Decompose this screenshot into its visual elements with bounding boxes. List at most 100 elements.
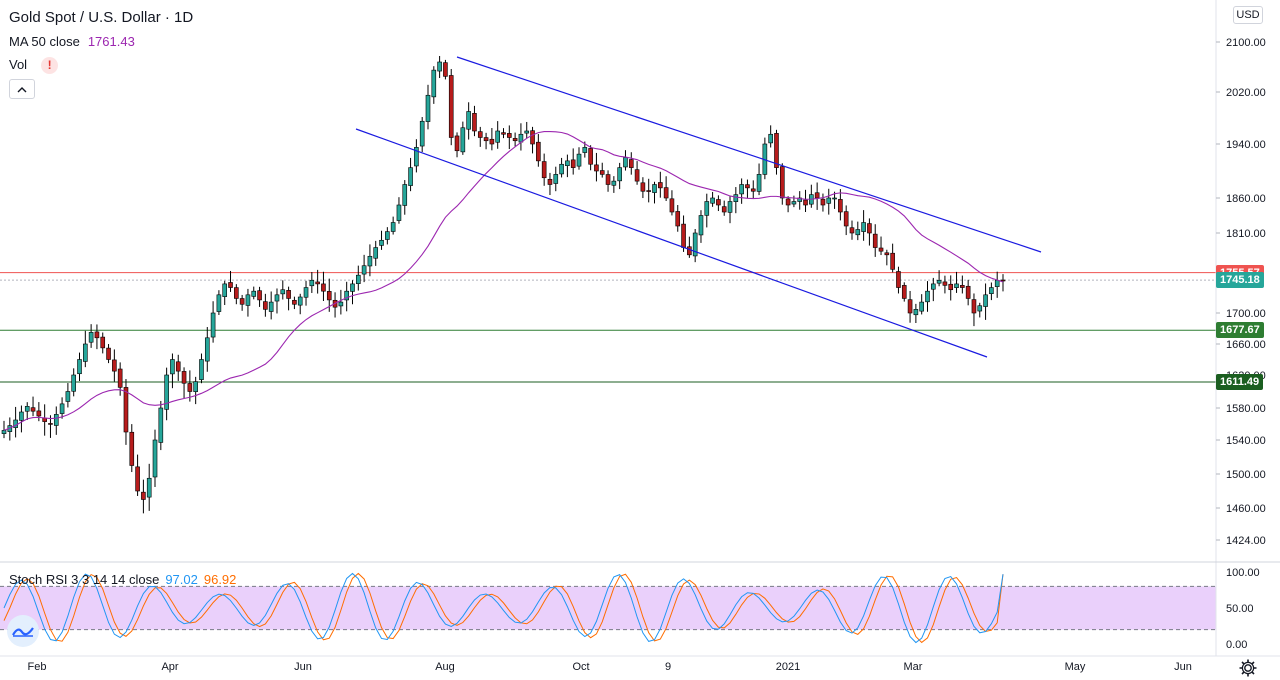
candle-body bbox=[483, 137, 489, 142]
candle-body bbox=[181, 371, 187, 384]
channel-upper-line bbox=[456, 56, 1042, 253]
candle-body bbox=[112, 359, 117, 372]
candle-body bbox=[936, 279, 942, 284]
candle-body bbox=[355, 274, 361, 284]
candle-body bbox=[890, 252, 895, 270]
candle-body bbox=[797, 197, 803, 202]
warning-icon[interactable]: ! bbox=[41, 57, 59, 75]
y-tick-label: 1810.00 bbox=[1226, 228, 1266, 240]
candle-body bbox=[71, 374, 76, 392]
y-tick-label: 2020.00 bbox=[1226, 87, 1266, 99]
candle-body bbox=[268, 301, 274, 312]
candle-body bbox=[611, 180, 617, 186]
symbol-title: Gold Spot / U.S. Dollar · 1D bbox=[9, 9, 194, 26]
candle-body bbox=[216, 294, 222, 312]
candle-body bbox=[123, 387, 129, 433]
candle-body bbox=[280, 289, 286, 295]
chevron-up-icon bbox=[17, 86, 27, 92]
collapse-legend-button[interactable] bbox=[9, 79, 35, 99]
stoch-tick-label: 0.00 bbox=[1226, 639, 1247, 651]
candle-body bbox=[524, 130, 530, 134]
candle-body bbox=[303, 287, 309, 298]
candle-body bbox=[646, 190, 652, 192]
candle-body bbox=[994, 279, 1000, 287]
candle-body bbox=[605, 174, 611, 185]
candle-body bbox=[425, 94, 431, 122]
price-tag-last: 1745.18 bbox=[1216, 272, 1264, 289]
candle-body bbox=[826, 197, 832, 204]
candle-body bbox=[855, 229, 861, 236]
candle-body bbox=[501, 132, 506, 135]
candle-body bbox=[652, 184, 657, 193]
candle-body bbox=[878, 247, 884, 252]
candle-body bbox=[884, 252, 890, 256]
candle-body bbox=[234, 287, 239, 299]
y-tick-label: 2100.00 bbox=[1226, 37, 1266, 49]
candle-body bbox=[507, 133, 512, 138]
candle-body bbox=[989, 287, 994, 294]
candle-body bbox=[321, 283, 326, 292]
currency-button[interactable]: USD bbox=[1233, 6, 1263, 24]
symbol-legend[interactable]: Gold Spot / U.S. Dollar · 1D bbox=[9, 10, 193, 26]
vol-legend[interactable]: Vol! bbox=[9, 57, 59, 75]
y-tick-label: 1460.00 bbox=[1226, 503, 1266, 515]
candle-body bbox=[896, 271, 901, 288]
candle-body bbox=[193, 381, 198, 392]
price-tag-support-2: 1611.49 bbox=[1216, 374, 1264, 391]
candle-body bbox=[727, 201, 733, 213]
candle-body bbox=[983, 294, 988, 307]
candle-body bbox=[350, 283, 355, 292]
candle-body bbox=[204, 337, 210, 362]
candle-body bbox=[971, 299, 977, 314]
candle-body bbox=[472, 113, 477, 132]
candle-body bbox=[1, 430, 7, 434]
candle-body bbox=[872, 233, 878, 248]
candle-body bbox=[106, 347, 111, 360]
candle-body bbox=[576, 153, 582, 167]
y-tick-label: 1580.00 bbox=[1226, 403, 1266, 415]
tradingview-logo-icon[interactable] bbox=[7, 615, 39, 647]
candle-body bbox=[843, 211, 849, 227]
price-tag-support-1: 1677.67 bbox=[1216, 322, 1264, 339]
candle-body bbox=[344, 290, 349, 301]
ma-value: 1761.43 bbox=[87, 34, 135, 49]
candle-body bbox=[30, 407, 36, 412]
x-tick-label: Jun bbox=[294, 661, 312, 673]
candle-body bbox=[292, 299, 297, 305]
candle-body bbox=[53, 414, 59, 426]
candle-body bbox=[141, 491, 146, 500]
candle-body bbox=[739, 184, 744, 195]
candle-body bbox=[547, 178, 553, 185]
candle-body bbox=[48, 423, 53, 425]
x-tick-label: Oct bbox=[572, 661, 589, 673]
stoch-legend[interactable]: Stoch RSI 3 3 14 14 close 97.02 96.92 bbox=[9, 572, 236, 588]
candle-body bbox=[861, 222, 866, 232]
candle-body bbox=[88, 332, 94, 343]
candle-body bbox=[617, 167, 622, 182]
y-tick-label: 1940.00 bbox=[1226, 139, 1266, 151]
candle-body bbox=[385, 231, 390, 240]
ma-legend[interactable]: MA 50 close 1761.43 bbox=[9, 34, 135, 50]
candle-body bbox=[245, 294, 251, 306]
candle-body bbox=[849, 227, 855, 234]
candle-body bbox=[59, 403, 65, 414]
candle-body bbox=[640, 182, 646, 192]
candle-body bbox=[379, 239, 384, 246]
candle-body bbox=[94, 331, 100, 339]
candle-body bbox=[913, 309, 919, 316]
candle-body bbox=[803, 199, 808, 206]
candle-body bbox=[692, 232, 698, 257]
candle-body bbox=[396, 204, 402, 221]
candle-body bbox=[460, 127, 466, 153]
candle-body bbox=[721, 206, 727, 213]
x-tick-label: 2021 bbox=[776, 661, 800, 673]
x-tick-label: Apr bbox=[161, 661, 178, 673]
settings-gear-icon[interactable] bbox=[1238, 658, 1258, 678]
candle-body bbox=[210, 312, 216, 338]
candle-body bbox=[948, 283, 954, 291]
candle-body bbox=[251, 290, 257, 297]
x-tick-label: May bbox=[1065, 661, 1086, 673]
candle-body bbox=[65, 391, 71, 402]
candle-body bbox=[931, 283, 936, 290]
